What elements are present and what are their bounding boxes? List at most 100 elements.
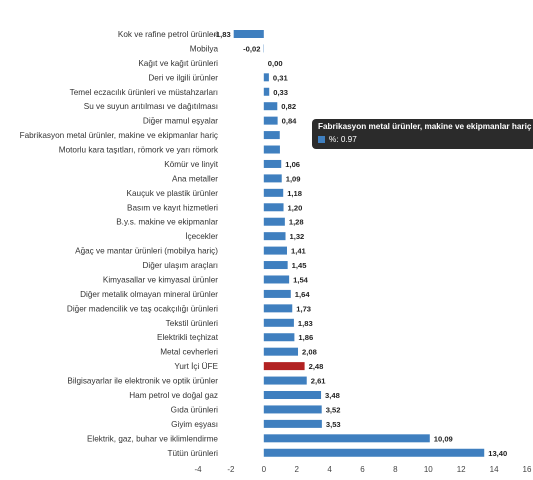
category-label: Diğer mamul eşyalar: [143, 117, 218, 126]
bar: [263, 405, 322, 414]
bar: [263, 419, 322, 428]
data-label: 2,08: [302, 348, 317, 357]
data-label: 0,00: [268, 59, 283, 68]
bar: [263, 145, 280, 154]
data-label: 1,18: [287, 189, 302, 198]
data-label: -1,83: [213, 30, 230, 39]
data-label: -0,02: [243, 44, 260, 53]
category-label: Giyim eşyası: [171, 420, 218, 429]
category-label: B.y.s. makine ve ekipmanlar: [116, 218, 218, 227]
category-label: Elektrikli teçhizat: [157, 333, 219, 342]
category-label: Yurt İçi ÜFE: [174, 361, 218, 371]
bar: [263, 203, 284, 212]
x-tick-label: 6: [360, 465, 365, 474]
bar: [263, 289, 291, 298]
data-label: 1,06: [285, 160, 300, 169]
bar: [263, 102, 278, 111]
bar: [263, 246, 287, 255]
x-tick-label: 10: [424, 465, 433, 474]
data-label: 3,48: [325, 391, 340, 400]
x-tick-label: 14: [490, 465, 499, 474]
tooltip-swatch: [318, 136, 325, 143]
data-label: 1,41: [291, 247, 307, 256]
bar: [263, 391, 322, 399]
category-label: Kömür ve linyit: [164, 160, 218, 169]
category-label: Kimyasallar ve kimyasal ürünler: [103, 275, 218, 284]
category-label: Fabrikasyon metal ürünler, makine ve eki…: [20, 131, 218, 140]
data-label: 1,32: [290, 232, 305, 241]
category-label: Mobilya: [190, 44, 219, 53]
category-label: Diğer ulaşım araçları: [142, 261, 218, 270]
data-label: 0,31: [273, 73, 289, 82]
category-label: Kağıt ve kağıt ürünleri: [138, 59, 218, 68]
highlight-bar: [263, 362, 305, 371]
data-label: 0,84: [282, 117, 298, 126]
bar: [263, 217, 285, 226]
data-label: 1,54: [293, 275, 309, 284]
data-label: 0,82: [281, 102, 296, 111]
data-label: 1,73: [296, 304, 311, 313]
bar: [263, 275, 290, 284]
data-label: 13,40: [488, 449, 507, 458]
category-label: Motorlu kara taşıtları, römork ve yarı r…: [59, 146, 219, 155]
category-label: Metal cevherleri: [160, 348, 218, 357]
data-label: 2,48: [309, 362, 324, 371]
category-label: Diğer metalik olmayan mineral ürünler: [80, 290, 218, 299]
bar: [263, 87, 270, 96]
category-label: Gıda ürünleri: [171, 405, 219, 414]
bar: [263, 376, 307, 385]
bar: [263, 261, 288, 270]
x-tick-label: 16: [523, 465, 532, 474]
category-label: Diğer madencilik ve taş ocakçılığı ürünl…: [67, 304, 218, 313]
data-label: 2,61: [311, 377, 327, 386]
category-label: Ana metaller: [172, 174, 218, 183]
tooltip-value-row: %: 0.97: [318, 135, 530, 144]
x-tick-label: 4: [327, 465, 332, 474]
data-label: 1,09: [286, 174, 301, 183]
x-tick-label: 0: [262, 465, 267, 474]
bar: [263, 448, 485, 457]
x-tick-label: 12: [457, 465, 466, 474]
category-label: Deri ve ilgili ürünler: [148, 73, 218, 82]
category-label: Tekstil ürünleri: [166, 319, 219, 328]
category-label: Ağaç ve mantar ürünleri (mobilya hariç): [75, 247, 218, 256]
data-label: 1,28: [289, 218, 304, 227]
data-label: 1,64: [295, 290, 311, 299]
data-label: 1,45: [292, 261, 308, 270]
data-label: 3,52: [326, 405, 341, 414]
data-label: 1,20: [288, 203, 303, 212]
category-label: İçecekler: [185, 231, 218, 241]
bar: [263, 159, 282, 168]
tooltip-title: Fabrikasyon metal ürünler, makine ve eki…: [318, 122, 532, 131]
x-tick-label: 8: [393, 465, 398, 474]
data-label: 10,09: [434, 434, 453, 443]
category-label: Kok ve rafine petrol ürünleri: [118, 30, 218, 39]
category-label: Bilgisayarlar ile elektronik ve optik ür…: [67, 377, 218, 386]
category-label: Kauçuk ve plastik ürünler: [127, 189, 219, 198]
bar: [263, 318, 294, 327]
category-label: Temel eczacılık ürünleri ve müstahzarlar…: [70, 88, 218, 97]
bar: [263, 188, 284, 197]
category-label: Basım ve kayıt hizmetleri: [127, 203, 218, 212]
data-label: 1,86: [298, 333, 313, 342]
bar: [263, 73, 269, 82]
category-label: Su ve suyun arıtılması ve dağıtılması: [84, 102, 218, 111]
bar: [263, 434, 430, 443]
bar: [263, 232, 286, 241]
category-label: Ham petrol ve doğal gaz: [129, 391, 218, 400]
bar: [263, 347, 299, 356]
data-label: 3,53: [326, 420, 341, 429]
bar: [263, 131, 280, 140]
x-tick-label: 2: [294, 465, 299, 474]
bar: [263, 174, 282, 183]
data-label: 1,83: [298, 319, 313, 328]
chart-tooltip: Fabrikasyon metal ürünler, makine ve eki…: [312, 119, 533, 149]
category-label: Tütün ürünleri: [167, 449, 218, 458]
bar: [263, 116, 278, 125]
bar: [233, 30, 264, 38]
bar: [263, 333, 295, 342]
x-tick-label: -4: [194, 465, 202, 474]
category-label: Elektrik, gaz, buhar ve iklimlendirme: [87, 434, 218, 443]
tooltip-value: %: 0.97: [329, 135, 357, 144]
